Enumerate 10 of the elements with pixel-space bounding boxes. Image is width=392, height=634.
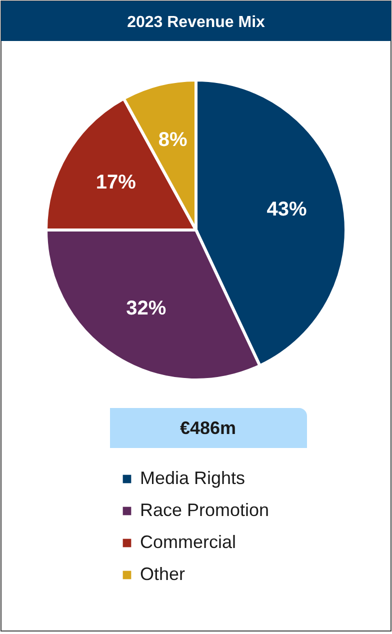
data-label: 32%: [126, 298, 166, 320]
data-label: 17%: [96, 172, 136, 194]
legend-label: Race Promotion: [140, 500, 270, 520]
legend-label: Other: [140, 564, 186, 584]
text: €486m: [180, 418, 236, 438]
data-label: 8%: [158, 128, 188, 151]
legend-label: Commercial: [140, 532, 236, 552]
legend-label: Media Rights: [140, 468, 246, 488]
data-label: 43%: [266, 198, 307, 221]
chart-title: 2023 Revenue Mix: [127, 14, 266, 31]
